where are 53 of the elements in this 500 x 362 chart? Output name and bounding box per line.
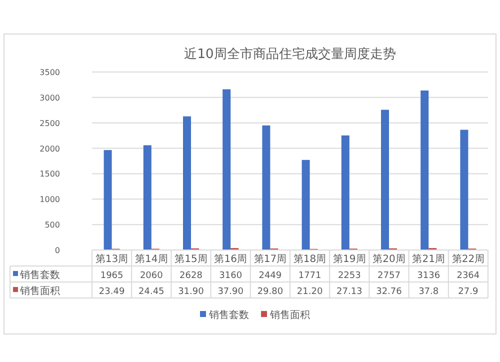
data-label: 37.90 [218, 287, 244, 297]
data-label: 1965 [100, 271, 124, 281]
y-tick-label: 3000 [40, 93, 60, 102]
y-tick-label: 1000 [40, 195, 60, 204]
chart-title: 近10周全市商品住宅成交量周度走势 [184, 46, 396, 62]
bar [183, 116, 191, 250]
bar [420, 90, 429, 250]
legend-label: 销售面积 [269, 309, 310, 321]
data-label: 2449 [258, 271, 282, 281]
x-tick-label: 第20周 [372, 253, 406, 265]
data-label: 29.80 [257, 287, 284, 297]
x-tick-label: 第17周 [254, 253, 287, 265]
data-label: 32.76 [376, 287, 402, 297]
data-label: 3160 [219, 271, 242, 281]
y-tick-label: 0 [54, 246, 60, 255]
y-tick-label: 2500 [40, 118, 60, 128]
y-tick-label: 1500 [40, 170, 60, 179]
text: 销售套数 [209, 310, 249, 321]
y-tick-label: 500 [44, 220, 60, 230]
data-label: 2060 [140, 271, 164, 281]
data-label: 24.45 [138, 287, 164, 297]
data-label: 2364 [456, 271, 480, 281]
x-tick-label: 第14周 [135, 253, 168, 265]
legend-label: 销售套数 [19, 269, 60, 281]
x-tick-label: 第19周 [333, 253, 366, 265]
data-label: 37.8 [418, 287, 439, 297]
data-label: 27.9 [458, 287, 478, 297]
data-label: 31.90 [178, 287, 204, 297]
data-label: 21.20 [296, 287, 323, 297]
data-label: 1771 [298, 271, 322, 281]
bar [222, 89, 231, 250]
bar [143, 145, 152, 250]
x-tick-label: 第22周 [452, 253, 485, 265]
data-label: 3136 [417, 271, 440, 281]
x-tick-label: 第21周 [412, 253, 445, 265]
bar [341, 135, 350, 250]
bar [381, 110, 389, 250]
x-tick-label: 第15周 [174, 253, 208, 265]
data-label: 2253 [338, 271, 361, 281]
data-label: 2628 [180, 271, 203, 281]
y-tick-label: 2000 [40, 144, 60, 154]
bar [262, 125, 270, 250]
y-tick-label: 3500 [40, 68, 60, 77]
bar [302, 160, 310, 250]
bar [104, 150, 112, 250]
x-tick-label: 第18周 [293, 253, 326, 265]
data-label: 27.13 [336, 287, 362, 297]
data-label: 2757 [378, 271, 400, 281]
x-tick-label: 第16周 [214, 253, 247, 265]
x-tick-label: 第13周 [95, 253, 128, 265]
bar [460, 130, 468, 250]
text: 销售面积 [20, 286, 60, 297]
data-label: 23.49 [98, 287, 125, 297]
